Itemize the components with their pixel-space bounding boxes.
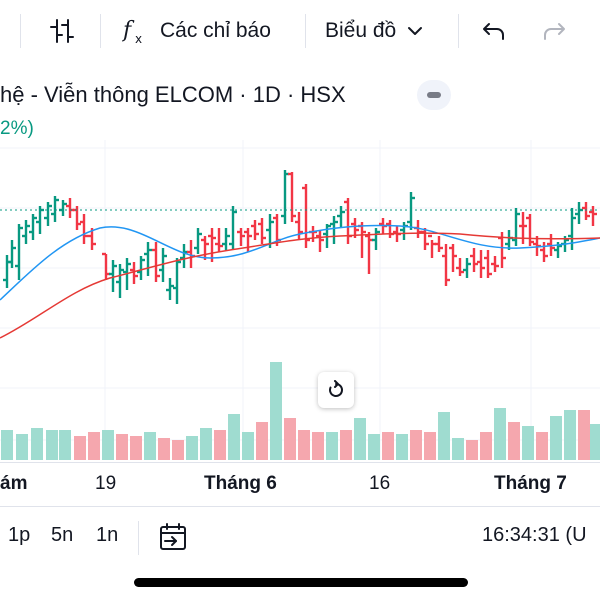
time-tick-label: Tháng 7 xyxy=(494,473,567,494)
bar-style-button[interactable] xyxy=(47,12,77,50)
volume-bar xyxy=(550,416,562,460)
home-indicator xyxy=(134,578,468,587)
toolbar-separator xyxy=(100,14,101,48)
time-tick-label: Tháng 6 xyxy=(204,473,277,494)
volume-bar xyxy=(172,440,184,460)
volume-bar xyxy=(298,430,310,460)
bottom-toolbar: 1p 5n 1n 16:34:31 (U xyxy=(0,506,600,566)
undo-button[interactable] xyxy=(480,12,508,50)
time-tick-label: 19 xyxy=(95,473,117,494)
volume-bar xyxy=(480,432,492,460)
volume-bar xyxy=(31,428,43,460)
indicators-label: Các chỉ báo xyxy=(160,19,271,42)
volume-bar xyxy=(16,434,28,460)
top-toolbar: f x Các chỉ báo Biểu đồ xyxy=(0,0,600,64)
chart-type-label: Biểu đồ xyxy=(325,19,397,42)
volume-bar xyxy=(284,418,296,460)
svg-text:f: f xyxy=(122,18,135,43)
volume-bar xyxy=(88,432,100,460)
svg-text:x: x xyxy=(135,32,142,46)
range-button-1n[interactable]: 1n xyxy=(96,524,119,546)
volume-bar xyxy=(438,412,450,460)
volume-bar xyxy=(312,432,324,460)
undo-icon xyxy=(483,23,504,40)
price-change: 2%) xyxy=(0,118,34,139)
volume-bar xyxy=(368,434,380,460)
time-tick-label: 16 xyxy=(369,473,391,494)
volume-bar xyxy=(46,430,58,460)
chart-type-button[interactable]: Biểu đồ xyxy=(325,12,426,50)
volume-bar xyxy=(578,410,590,460)
indicators-button[interactable]: f x Các chỉ báo xyxy=(122,12,271,50)
volume-bar xyxy=(508,422,520,460)
bar-style-icon xyxy=(50,19,74,43)
volume-bar xyxy=(270,362,282,460)
volume-bar xyxy=(340,430,352,460)
volume-bar xyxy=(410,430,422,460)
fx-icon: f x xyxy=(122,18,142,46)
volume-bar xyxy=(228,414,240,460)
volume-bar xyxy=(1,430,13,460)
volume-bar xyxy=(256,422,268,460)
time-axis[interactable]: ám 19 Tháng 6 16 Tháng 7 xyxy=(0,462,600,506)
volume-bar xyxy=(354,418,366,460)
chevron-down-icon xyxy=(408,27,423,35)
volume-bar xyxy=(424,432,436,460)
redo-button[interactable] xyxy=(540,12,568,50)
toolbar-separator xyxy=(458,14,459,48)
range-button-1p[interactable]: 1p xyxy=(8,524,31,546)
goto-date-icon[interactable] xyxy=(156,521,190,555)
toolbar-separator xyxy=(305,14,306,48)
volume-bar xyxy=(466,440,478,460)
volume-bar xyxy=(590,424,600,460)
volume-bar xyxy=(200,428,212,460)
redo-icon xyxy=(544,23,565,40)
volume-bar xyxy=(494,408,506,460)
volume-bar xyxy=(452,438,464,460)
volume-bar xyxy=(144,432,156,460)
volume-bar xyxy=(130,436,142,460)
toolbar-separator xyxy=(138,521,139,555)
toolbar-separator xyxy=(20,14,21,48)
volume-bar xyxy=(396,434,408,460)
volume-bar xyxy=(102,430,114,460)
range-button-5n[interactable]: 5n xyxy=(51,524,74,546)
volume-bar xyxy=(536,432,548,460)
volume-bar xyxy=(186,436,198,460)
collapse-icon xyxy=(427,92,441,98)
symbol-title[interactable]: hệ - Viễn thông ELCOM · 1D · HSX xyxy=(0,82,346,107)
time-zone-clock[interactable]: 16:34:31 (U xyxy=(482,524,587,546)
reset-chart-button[interactable] xyxy=(318,372,354,408)
volume-bar xyxy=(59,430,71,460)
price-chart[interactable] xyxy=(0,140,600,460)
volume-bar xyxy=(158,438,170,460)
volume-bar xyxy=(382,432,394,460)
volume-bar xyxy=(214,430,226,460)
collapse-legend-button[interactable] xyxy=(417,80,451,110)
volume-bar xyxy=(74,436,86,460)
volume-bar xyxy=(564,410,576,460)
volume-bar xyxy=(242,432,254,460)
volume-bar xyxy=(116,434,128,460)
time-tick-label: ám xyxy=(0,473,28,494)
volume-bar xyxy=(326,432,338,460)
volume-bar xyxy=(522,426,534,460)
moving-average-slow-line xyxy=(0,232,600,339)
moving-average-fast-line xyxy=(0,224,600,301)
reset-chart-icon xyxy=(329,380,343,397)
